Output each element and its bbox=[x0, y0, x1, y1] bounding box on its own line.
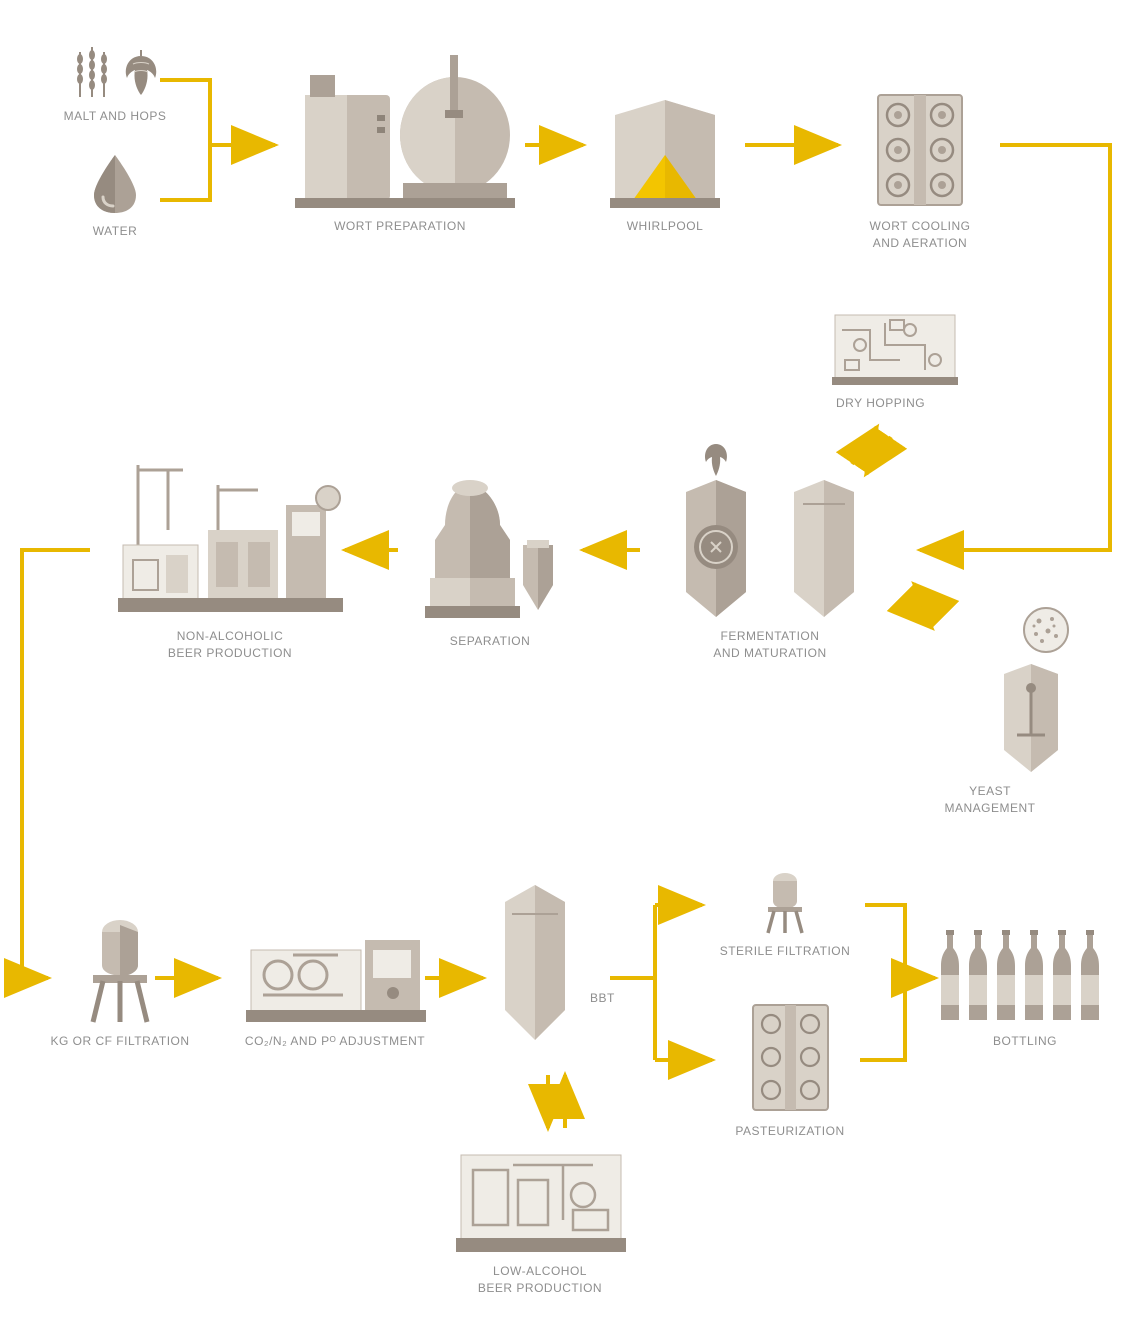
stage-label: NON-ALCOHOLICBEER PRODUCTION bbox=[95, 628, 365, 662]
yeast-icon bbox=[910, 605, 1070, 775]
cooling-icon bbox=[845, 90, 995, 210]
stage-label: KG OR CF FILTRATION bbox=[35, 1033, 205, 1050]
stage-label: SEPARATION bbox=[400, 633, 580, 650]
stage-malt-hops: MALT AND HOPS bbox=[40, 40, 190, 125]
stage-separation: SEPARATION bbox=[400, 470, 580, 650]
stage-label: STERILE FILTRATION bbox=[705, 943, 865, 960]
stage-label: WORT COOLINGAND AERATION bbox=[845, 218, 995, 252]
separation-icon bbox=[400, 470, 580, 625]
stage-label: CO₂/N₂ AND Pᴼ ADJUSTMENT bbox=[225, 1033, 445, 1050]
water-icon bbox=[55, 150, 175, 215]
whirlpool-icon bbox=[590, 95, 740, 210]
stage-pasteurization: PASTEURIZATION bbox=[720, 1000, 860, 1140]
stage-label: WORT PREPARATION bbox=[280, 218, 520, 235]
filtration-icon bbox=[35, 915, 205, 1025]
stage-whirlpool: WHIRLPOOL bbox=[590, 95, 740, 235]
stage-label: YEASTMANAGEMENT bbox=[910, 783, 1070, 817]
bottling-icon bbox=[930, 930, 1120, 1025]
stage-filtration: KG OR CF FILTRATION bbox=[35, 915, 205, 1050]
stage-bbt: BBT bbox=[490, 880, 620, 1045]
malt-hops-icon bbox=[40, 40, 190, 100]
low-alcohol-icon bbox=[440, 1140, 640, 1255]
stage-label: DRY HOPPING bbox=[836, 395, 990, 412]
pasteurization-icon bbox=[720, 1000, 860, 1115]
stage-label: WATER bbox=[55, 223, 175, 240]
sterile-icon bbox=[705, 870, 865, 935]
bbt-icon bbox=[490, 880, 620, 1045]
stage-bottling: BOTTLING bbox=[930, 930, 1120, 1050]
stage-label: PASTEURIZATION bbox=[720, 1123, 860, 1140]
stage-label: FERMENTATIONAND MATURATION bbox=[640, 628, 900, 662]
adjustment-icon bbox=[225, 925, 445, 1025]
wort-prep-icon bbox=[280, 55, 520, 210]
stage-label: BBT bbox=[590, 990, 615, 1007]
stage-non-alcoholic: NON-ALCOHOLICBEER PRODUCTION bbox=[95, 450, 365, 662]
stage-dry-hopping: DRY HOPPING bbox=[830, 305, 990, 412]
stage-label: BOTTLING bbox=[930, 1033, 1120, 1050]
stage-label: WHIRLPOOL bbox=[590, 218, 740, 235]
stage-label: LOW-ALCOHOLBEER PRODUCTION bbox=[440, 1263, 640, 1297]
stage-wort-prep: WORT PREPARATION bbox=[280, 55, 520, 235]
stage-cooling: WORT COOLINGAND AERATION bbox=[845, 90, 995, 252]
stage-yeast-mgmt: YEASTMANAGEMENT bbox=[910, 605, 1070, 817]
stage-sterile: STERILE FILTRATION bbox=[705, 870, 865, 960]
dry-hopping-icon bbox=[830, 305, 990, 387]
stage-low-alcohol: LOW-ALCOHOLBEER PRODUCTION bbox=[440, 1140, 640, 1297]
stage-adjustment: CO₂/N₂ AND Pᴼ ADJUSTMENT bbox=[225, 925, 445, 1050]
stage-fermentation: FERMENTATIONAND MATURATION bbox=[640, 440, 900, 662]
stage-label: MALT AND HOPS bbox=[40, 108, 190, 125]
fermentation-icon bbox=[640, 440, 900, 620]
stage-water: WATER bbox=[55, 150, 175, 240]
non-alcoholic-icon bbox=[95, 450, 365, 620]
